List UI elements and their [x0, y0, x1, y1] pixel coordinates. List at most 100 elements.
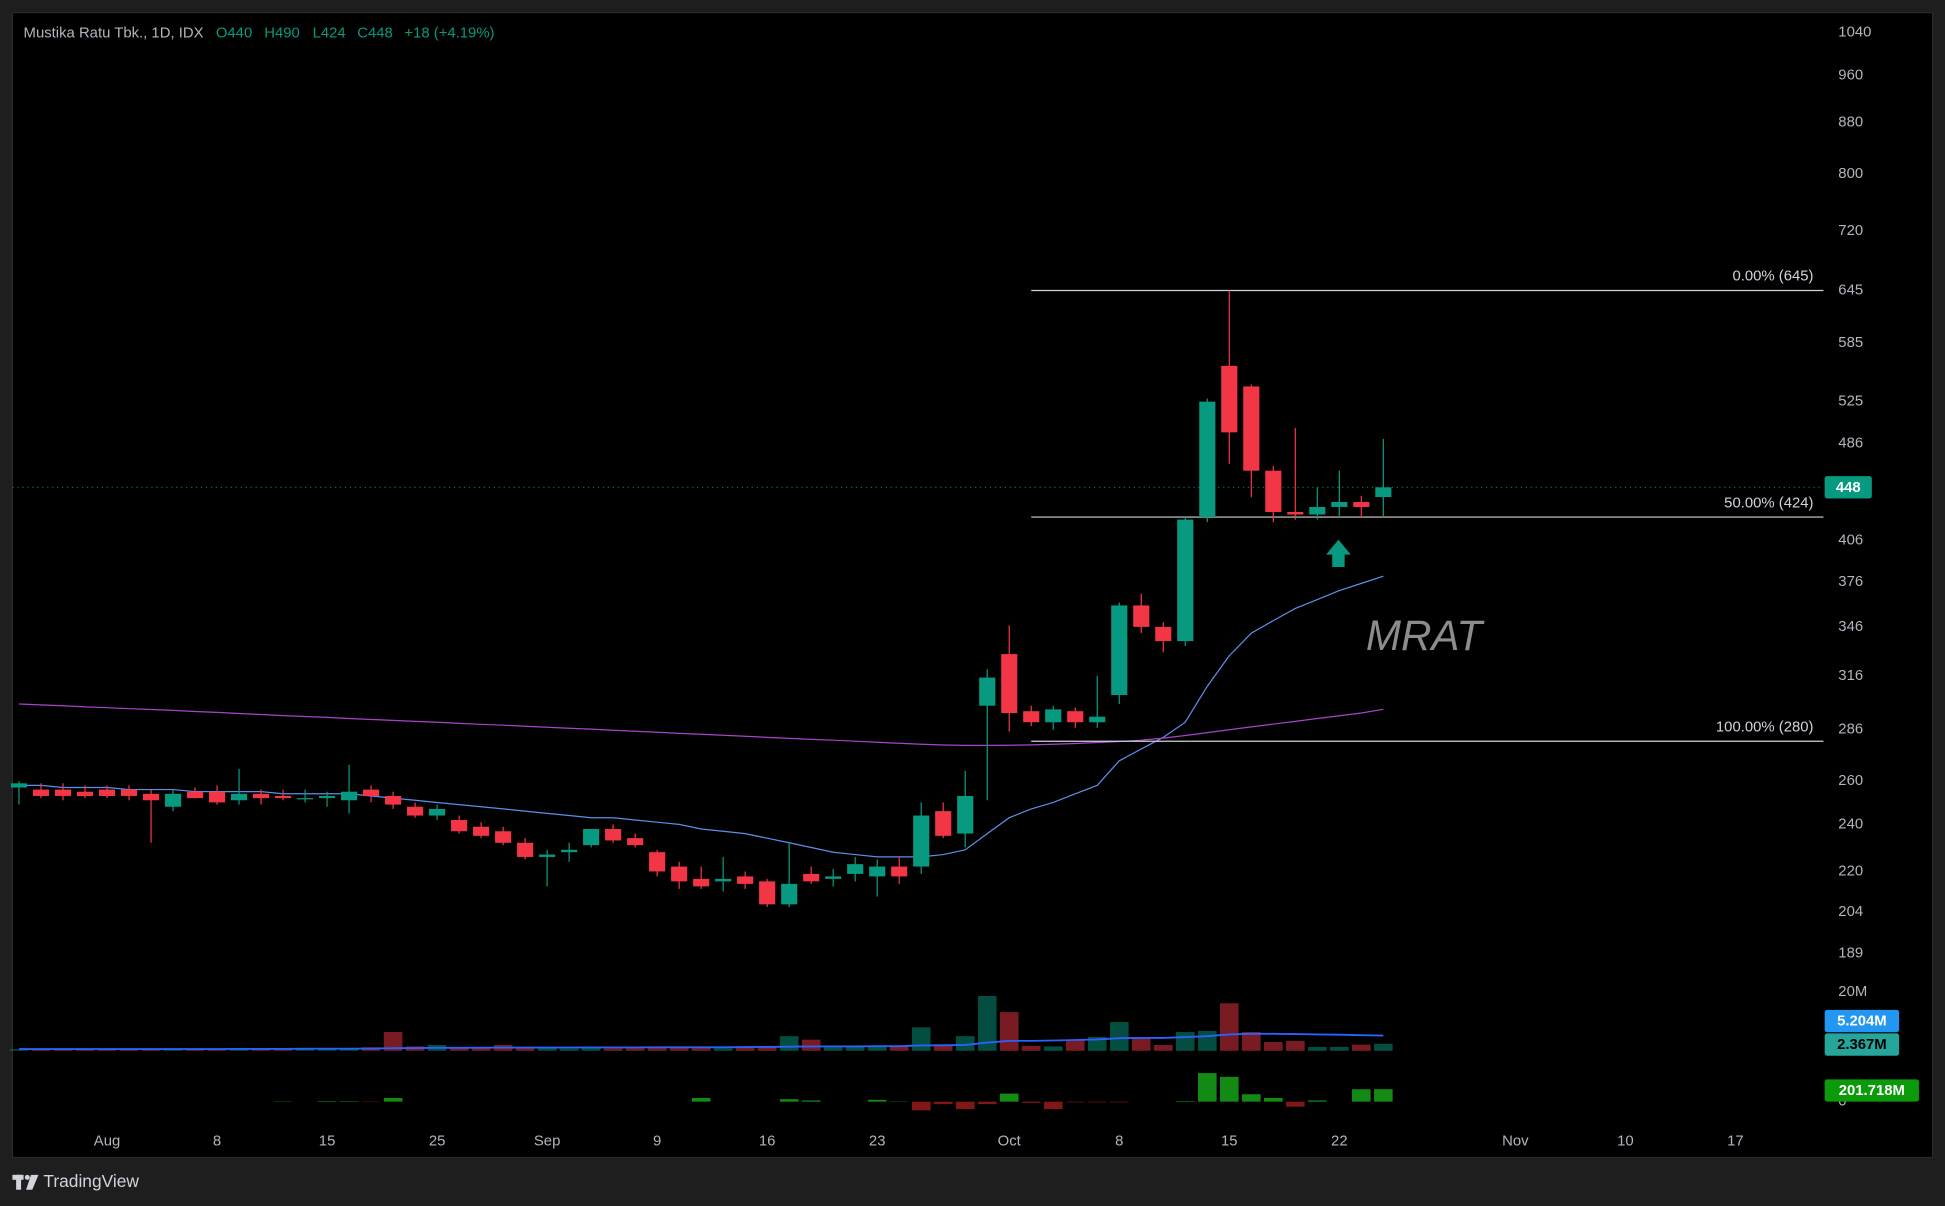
- y-tick-label: 286: [1838, 722, 1863, 738]
- volume-bar: [31, 1049, 51, 1051]
- histogram-bar: [1219, 1076, 1239, 1102]
- histogram-bar: [691, 1097, 711, 1102]
- chart-area: [11, 11, 1934, 1159]
- candle-body: [1309, 506, 1326, 515]
- histogram-bar: [1087, 1101, 1107, 1103]
- x-tick-label: 15: [1221, 1133, 1238, 1149]
- candle-body: [275, 795, 292, 799]
- candle-body: [76, 791, 94, 796]
- volume-bar: [757, 1046, 777, 1051]
- volume-tick-label: 20M: [1838, 984, 1867, 1000]
- candle-body: [429, 808, 446, 816]
- volume-bar: [141, 1049, 161, 1051]
- volume-bar: [1330, 1046, 1349, 1051]
- volume-bar: [867, 1045, 887, 1051]
- candle-body: [561, 849, 578, 853]
- histogram-badge-bg: [1824, 1079, 1919, 1102]
- volume-bar: [1087, 1037, 1107, 1051]
- x-tick-label: 22: [1331, 1133, 1348, 1149]
- volume-bar: [1241, 1032, 1261, 1051]
- candle-body: [1133, 605, 1150, 627]
- histogram-bar: [383, 1097, 403, 1102]
- volume-bar: [185, 1049, 205, 1051]
- volume-bar: [977, 995, 997, 1051]
- volume-bar: [933, 1044, 953, 1051]
- volume-bar: [273, 1049, 293, 1051]
- legend-value: L424: [313, 26, 346, 42]
- volume-bar: [801, 1039, 821, 1051]
- candle-body: [715, 878, 732, 882]
- volume-bar: [449, 1047, 469, 1051]
- moving-average-line: [18, 703, 1384, 747]
- volume-bar: [625, 1048, 645, 1051]
- fib-level-label: 100.00% (280): [1716, 719, 1814, 735]
- candle-body: [230, 793, 248, 801]
- y-tick-label: 585: [1838, 335, 1863, 351]
- candle-body: [583, 828, 600, 846]
- candle-body: [54, 789, 72, 796]
- volume-bar: [515, 1047, 535, 1051]
- candle-body: [319, 795, 336, 799]
- histogram-bar: [801, 1100, 821, 1102]
- candle-body: [891, 866, 908, 877]
- volume-bar: [603, 1048, 623, 1051]
- fib-level-label: 0.00% (645): [1732, 269, 1813, 285]
- candle-body: [186, 791, 204, 799]
- brand-name: TradingView: [43, 1171, 139, 1191]
- volume-bar: [1352, 1044, 1371, 1051]
- volume-bar: [1153, 1044, 1173, 1051]
- y-tick-label: 220: [1838, 863, 1863, 879]
- x-tick-label: 9: [653, 1133, 661, 1149]
- logo-part: [26, 1174, 39, 1190]
- y-tick-label: 240: [1838, 816, 1863, 832]
- candle-body: [1375, 487, 1392, 498]
- volume-bar: [779, 1036, 799, 1051]
- y-tick-label: 800: [1838, 166, 1863, 182]
- volume-bar: [1374, 1043, 1393, 1051]
- candle-body: [142, 793, 160, 801]
- volume-bar: [537, 1048, 557, 1051]
- volume-bar: [1219, 1003, 1239, 1051]
- candle-body: [1111, 605, 1128, 696]
- candle-body: [605, 828, 622, 841]
- x-tick-label: Sep: [534, 1133, 560, 1149]
- x-tick-label: 10: [1617, 1133, 1634, 1149]
- histogram-bar: [1021, 1101, 1041, 1103]
- histogram-bar: [1065, 1101, 1085, 1103]
- x-tick-label: 17: [1727, 1133, 1744, 1149]
- y-tick-label: 204: [1838, 904, 1863, 920]
- y-tick-label: 880: [1838, 115, 1863, 131]
- candle-body: [164, 793, 182, 807]
- histogram-bar: [999, 1093, 1019, 1102]
- volume-bar: [9, 1049, 29, 1051]
- volume-bar: [691, 1047, 711, 1051]
- candle-body: [847, 864, 864, 874]
- candle-body: [627, 838, 644, 846]
- volume-bar: [1286, 1040, 1305, 1051]
- candle-body: [1265, 470, 1282, 512]
- candle-body: [451, 819, 468, 832]
- candle-body: [1199, 401, 1216, 518]
- volume-bar: [1308, 1046, 1327, 1051]
- candle-body: [1023, 711, 1040, 723]
- volume-bar: [823, 1047, 843, 1051]
- last-price-badge: 448: [1836, 480, 1861, 496]
- volume-bar: [1175, 1032, 1195, 1051]
- volume-bar: [647, 1046, 667, 1051]
- histogram-bar: [1352, 1089, 1371, 1102]
- candle-body: [98, 789, 116, 796]
- volume-bar: [735, 1047, 755, 1051]
- candle-body: [913, 815, 930, 867]
- y-tick-label: 376: [1838, 574, 1863, 590]
- volume-bar: [1109, 1022, 1129, 1051]
- brand-logo: [12, 1174, 39, 1190]
- histogram-bar: [1197, 1073, 1217, 1102]
- histogram-bar: [977, 1101, 997, 1105]
- y-tick-label: 720: [1838, 223, 1863, 239]
- candle-body: [1287, 511, 1304, 515]
- candle-body: [1177, 519, 1194, 642]
- volume-bar: [471, 1048, 491, 1051]
- logo-part: [16, 1174, 22, 1190]
- x-tick-label: 25: [429, 1133, 446, 1149]
